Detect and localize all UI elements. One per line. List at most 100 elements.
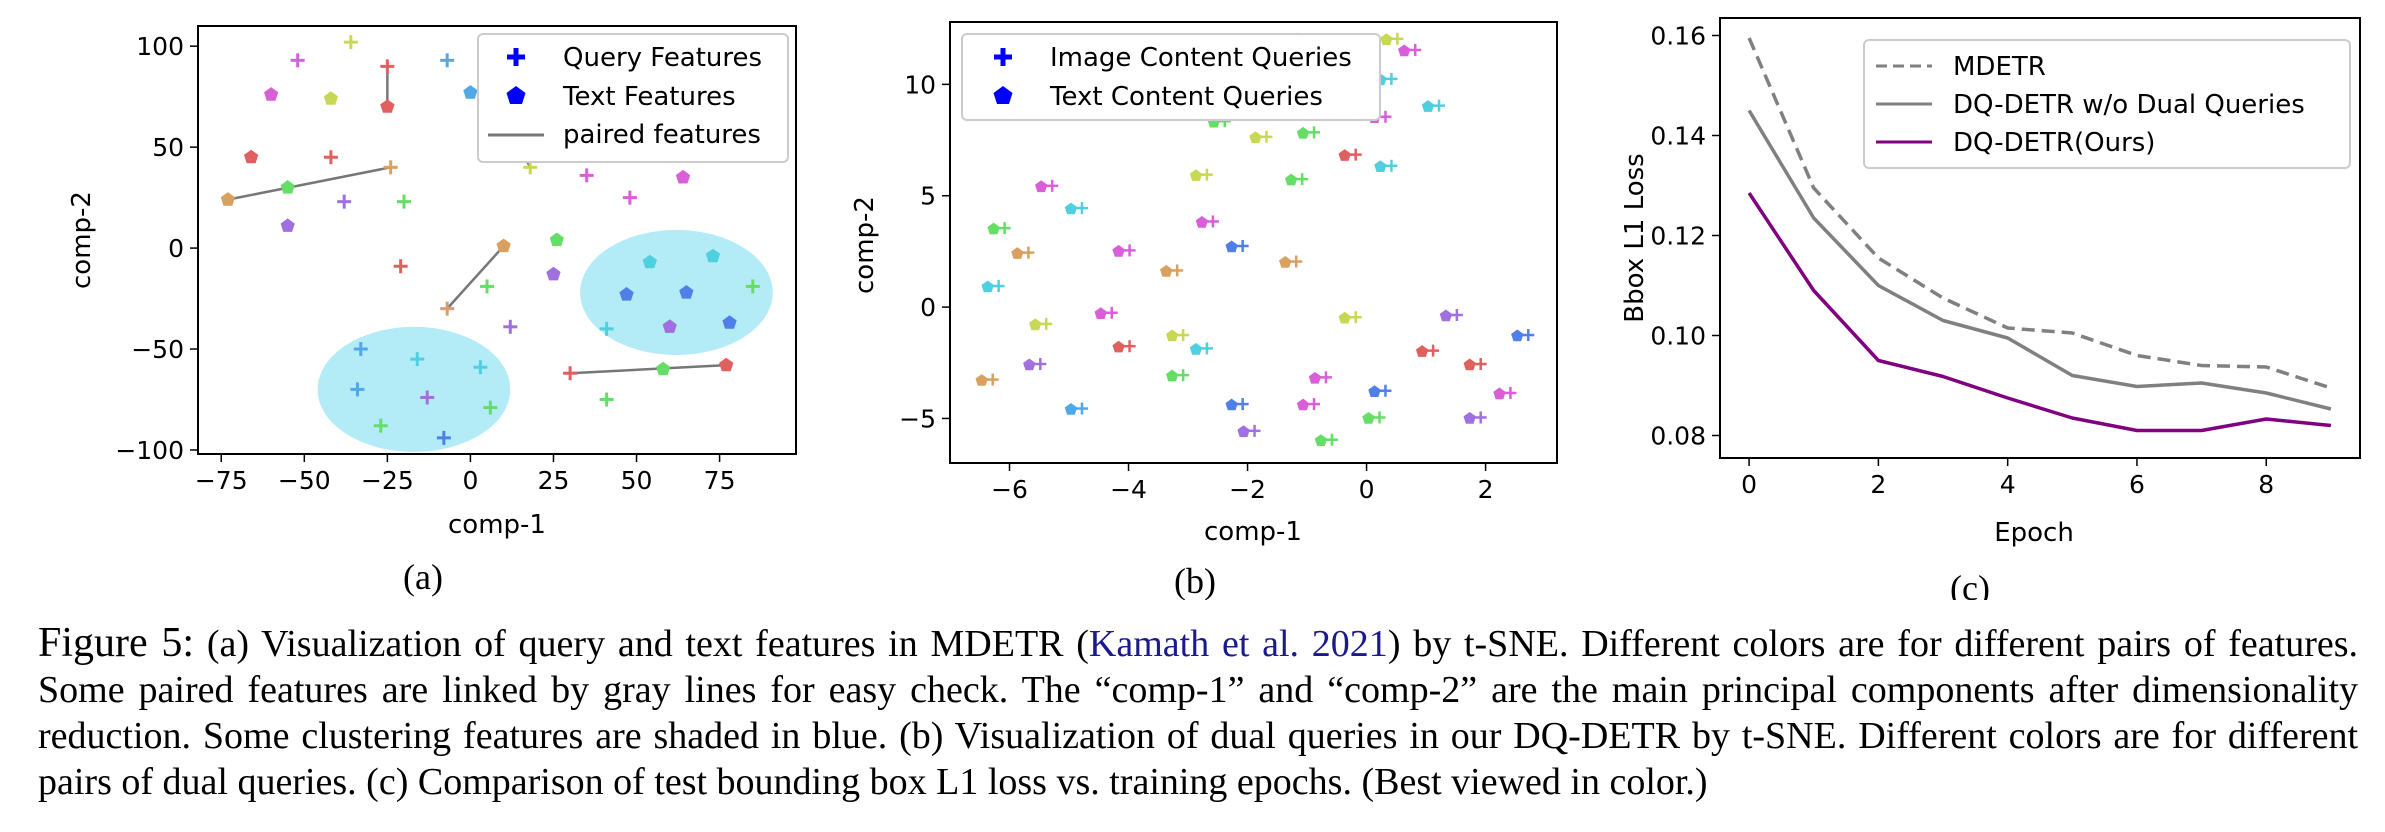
image-content-query-point <box>1040 317 1053 330</box>
text-feature-point <box>619 287 634 301</box>
image-content-query-point <box>1308 398 1321 411</box>
legend-box <box>1863 39 2351 169</box>
image-content-query-point <box>986 373 999 386</box>
text-content-query-point <box>1112 244 1125 257</box>
query-feature-point <box>337 194 352 209</box>
image-content-query-point <box>1200 342 1213 355</box>
citation-link[interactable]: Kamath et al. 2021 <box>1088 623 1388 665</box>
text-feature-point <box>642 254 657 269</box>
image-content-query-point <box>1325 433 1338 446</box>
text-content-query-point <box>1225 398 1238 411</box>
legend-wo-dual-queries: DQ-DETR w/o Dual Queries <box>1953 90 2305 120</box>
image-content-query-point <box>1105 306 1118 319</box>
y-tick-label: 10 <box>904 70 936 99</box>
legend-pentagon-icon <box>506 86 526 104</box>
text-content-query-point <box>1398 44 1411 57</box>
image-content-query-point <box>1034 358 1047 370</box>
y-tick-label: 5 <box>920 182 936 211</box>
text-content-query-point <box>1166 329 1179 342</box>
x-tick-label: 0 <box>462 466 478 495</box>
text-content-query-point <box>1023 358 1036 371</box>
caption-part2: ) by t-SNE. Different colors are for dif… <box>38 623 2359 803</box>
text-content-query-point <box>1189 342 1203 355</box>
query-feature-point <box>440 301 455 316</box>
x-tick-label: 0 <box>1359 475 1375 504</box>
text-feature-point <box>549 232 564 247</box>
image-content-query-point <box>1248 424 1261 437</box>
text-feature-point <box>323 91 338 105</box>
y-tick-label: 50 <box>152 133 184 162</box>
series-line-1 <box>1747 37 2332 390</box>
text-content-query-point <box>1296 126 1310 139</box>
image-content-query-point <box>998 222 1011 235</box>
text-feature-point <box>380 99 395 113</box>
legend-text-content-queries: Text Content Queries <box>1049 82 1323 112</box>
x-tick-label: −2 <box>1229 475 1266 504</box>
image-content-query-point <box>1391 32 1404 45</box>
text-content-query-point <box>1374 160 1387 172</box>
x-tick-label: 8 <box>2258 470 2274 499</box>
y-tick-label: 100 <box>136 32 184 61</box>
query-feature-point <box>353 342 368 357</box>
image-content-query-point <box>1200 168 1213 181</box>
text-content-query-point <box>987 222 1000 235</box>
query-feature-point <box>622 190 637 205</box>
image-content-query-point <box>1522 329 1535 342</box>
panel-c-label: (c) <box>1950 568 1990 600</box>
image-content-query-point <box>1474 358 1487 370</box>
image-content-query-point <box>1260 130 1273 143</box>
image-content-query-point <box>1474 411 1487 424</box>
query-feature-point <box>483 400 498 415</box>
image-content-query-point <box>1123 244 1136 257</box>
legend-text-features: Text Features <box>562 82 736 112</box>
y-axis-label: comp-2 <box>850 196 880 294</box>
image-content-query-point <box>1450 309 1463 321</box>
text-content-query-point <box>1279 256 1292 268</box>
image-content-query-point <box>1349 311 1362 324</box>
legend-plus-icon <box>507 48 525 66</box>
image-content-query-point <box>1504 386 1517 399</box>
image-content-query-point <box>1123 340 1136 353</box>
plot-frame <box>197 25 797 455</box>
query-feature-point <box>563 366 578 381</box>
text-content-query-point <box>1195 216 1209 228</box>
text-content-query-point <box>1011 247 1024 259</box>
x-tick-label: 2 <box>1870 470 1886 499</box>
paired-line <box>227 166 391 201</box>
y-tick-label: 0.12 <box>1650 222 1706 251</box>
legend-box <box>477 33 789 163</box>
text-feature-point <box>656 361 671 376</box>
image-content-query-point <box>1290 255 1303 268</box>
paired-line <box>570 363 727 375</box>
text-content-query-point <box>1189 169 1203 181</box>
figure-caption: Figure 5: (a) Visualization of query and… <box>38 620 2358 805</box>
query-feature-point <box>473 360 488 375</box>
x-tick-label: −25 <box>361 466 414 495</box>
text-feature-point <box>679 285 694 299</box>
panel-b: −6 −4 −2 0 2 −5 0 5 10 comp-1 comp-2 Image Cont… <box>850 21 1558 600</box>
plot-frame <box>949 21 1558 464</box>
x-tick-label: 25 <box>538 466 570 495</box>
query-feature-point <box>396 194 411 209</box>
text-content-query-point <box>1249 131 1262 144</box>
query-feature-point <box>420 390 435 405</box>
text-feature-point <box>220 192 235 206</box>
x-axis-label: Epoch <box>1994 518 2074 548</box>
image-content-query-point <box>1296 173 1309 186</box>
y-tick-label: 0.08 <box>1650 422 1706 451</box>
x-tick-label: 0 <box>1741 470 1757 499</box>
caption-lead: Figure 5: <box>38 620 195 666</box>
query-feature-point <box>440 53 455 68</box>
x-axis-label: comp-1 <box>1204 517 1302 547</box>
image-content-query-point <box>1379 110 1392 123</box>
y-tick-group: −5 0 5 10 <box>899 70 950 433</box>
text-feature-point <box>662 319 677 333</box>
text-content-query-point <box>1064 403 1078 415</box>
panel-a-label: (a) <box>403 557 443 597</box>
text-feature-point <box>280 218 295 232</box>
image-content-query-point <box>1177 369 1190 382</box>
query-feature-point <box>436 430 451 445</box>
text-content-query-point <box>1160 265 1173 277</box>
text-content-query-point <box>1029 318 1042 331</box>
query-feature-point <box>579 168 594 183</box>
